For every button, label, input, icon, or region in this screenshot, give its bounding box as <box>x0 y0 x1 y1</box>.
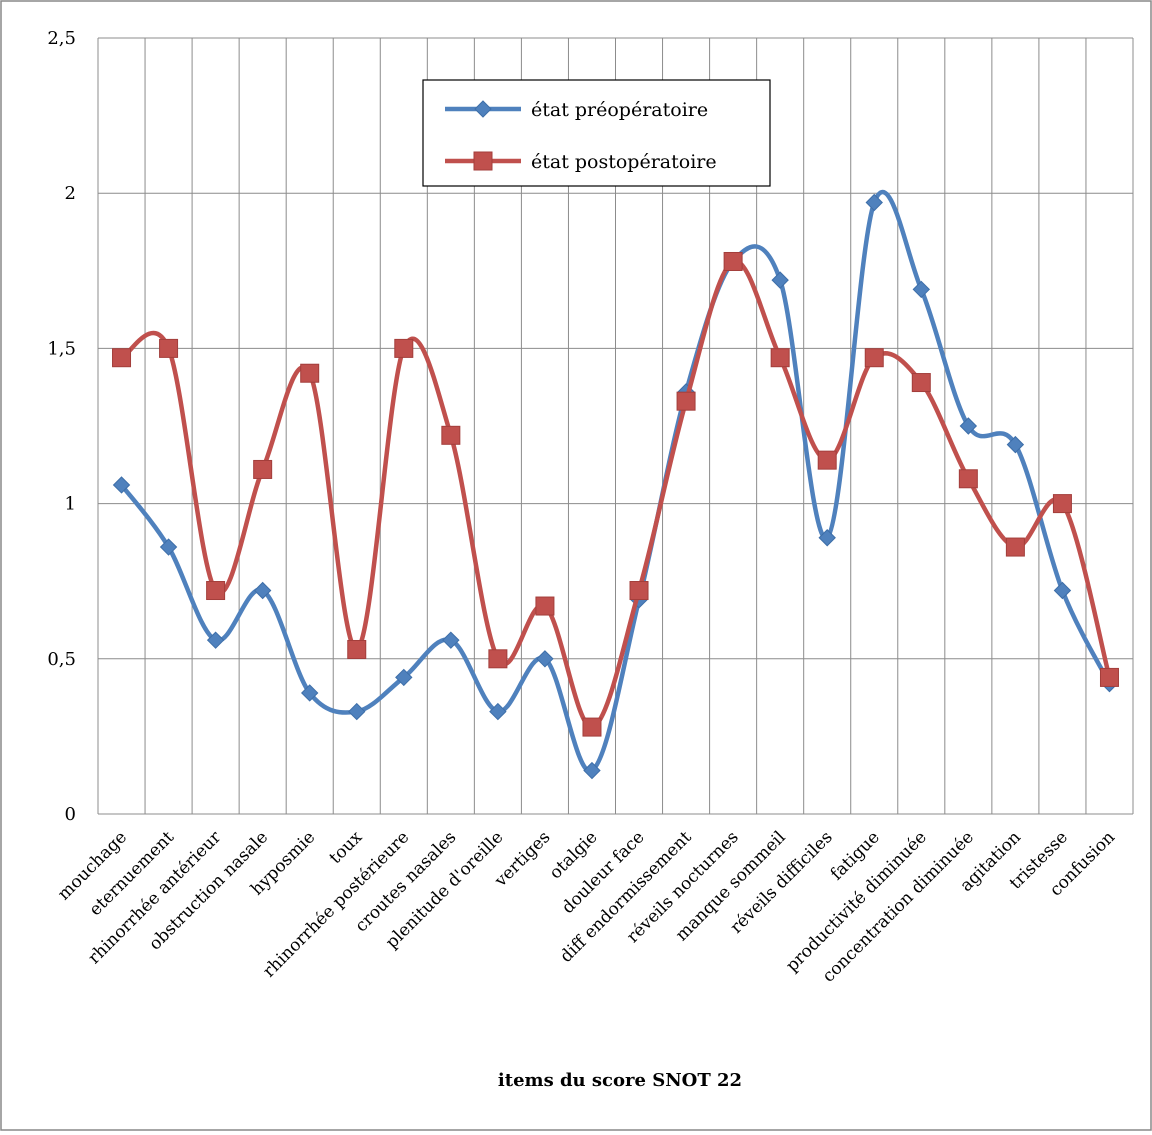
data-point-diamond <box>771 271 789 289</box>
data-point-diamond <box>489 702 507 721</box>
data-point-square <box>112 348 132 368</box>
y-tick-label: 1 <box>65 494 76 515</box>
y-tick-label: 0 <box>65 804 76 825</box>
legend-marker <box>473 151 493 171</box>
x-axis-title: items du score SNOT 22 <box>498 1070 742 1091</box>
data-point-diamond <box>818 529 836 547</box>
data-point-square <box>535 596 555 616</box>
data-point-diamond <box>959 417 978 435</box>
legend-marker <box>474 100 492 118</box>
data-point-diamond <box>253 581 272 600</box>
data-point-square <box>206 581 226 601</box>
legend: état préopératoire état postopératoire <box>422 79 771 187</box>
data-point-square <box>159 338 179 358</box>
data-point-square <box>864 348 884 368</box>
data-point-square <box>347 639 367 659</box>
data-point-square <box>441 425 461 445</box>
data-point-square <box>770 348 790 368</box>
data-point-square <box>488 649 508 669</box>
data-point-diamond <box>300 684 319 702</box>
data-point-square <box>300 363 320 383</box>
data-point-diamond <box>1006 435 1025 454</box>
data-point-diamond <box>159 538 178 556</box>
legend-label: état postopératoire <box>531 151 717 173</box>
data-point-diamond <box>1053 581 1072 600</box>
data-point-diamond <box>112 476 131 494</box>
data-point-diamond <box>395 668 413 687</box>
data-point-square <box>629 581 649 601</box>
data-point-diamond <box>912 280 931 299</box>
y-tick-label: 2 <box>65 183 76 204</box>
data-point-square <box>911 373 931 393</box>
legend-item: état préopératoire <box>445 99 708 121</box>
legend-item: état postopératoire <box>445 151 717 173</box>
data-point-square <box>394 338 414 358</box>
data-point-square <box>1052 494 1072 514</box>
data-point-diamond <box>536 650 554 668</box>
data-point-diamond <box>348 702 366 721</box>
series-layer <box>112 190 1119 780</box>
legend-label: état préopératoire <box>531 99 708 121</box>
y-tick-label: 1,5 <box>47 338 76 359</box>
data-point-diamond <box>865 193 883 212</box>
data-point-square <box>1099 667 1119 687</box>
series-2 <box>112 251 1119 737</box>
y-tick-label: 2,5 <box>47 28 76 49</box>
y-axis-ticks: 0 0,5 1 1,5 2 2,5 <box>47 28 76 825</box>
data-point-square <box>958 469 978 489</box>
data-point-square <box>723 251 743 271</box>
y-tick-label: 0,5 <box>47 649 76 670</box>
data-point-diamond <box>206 631 225 649</box>
data-point-diamond <box>442 631 460 649</box>
data-point-diamond <box>583 761 601 780</box>
data-point-square <box>253 459 273 479</box>
data-point-square <box>1005 537 1025 557</box>
data-point-square <box>676 391 696 411</box>
data-point-square <box>582 717 602 737</box>
data-point-square <box>817 450 837 470</box>
